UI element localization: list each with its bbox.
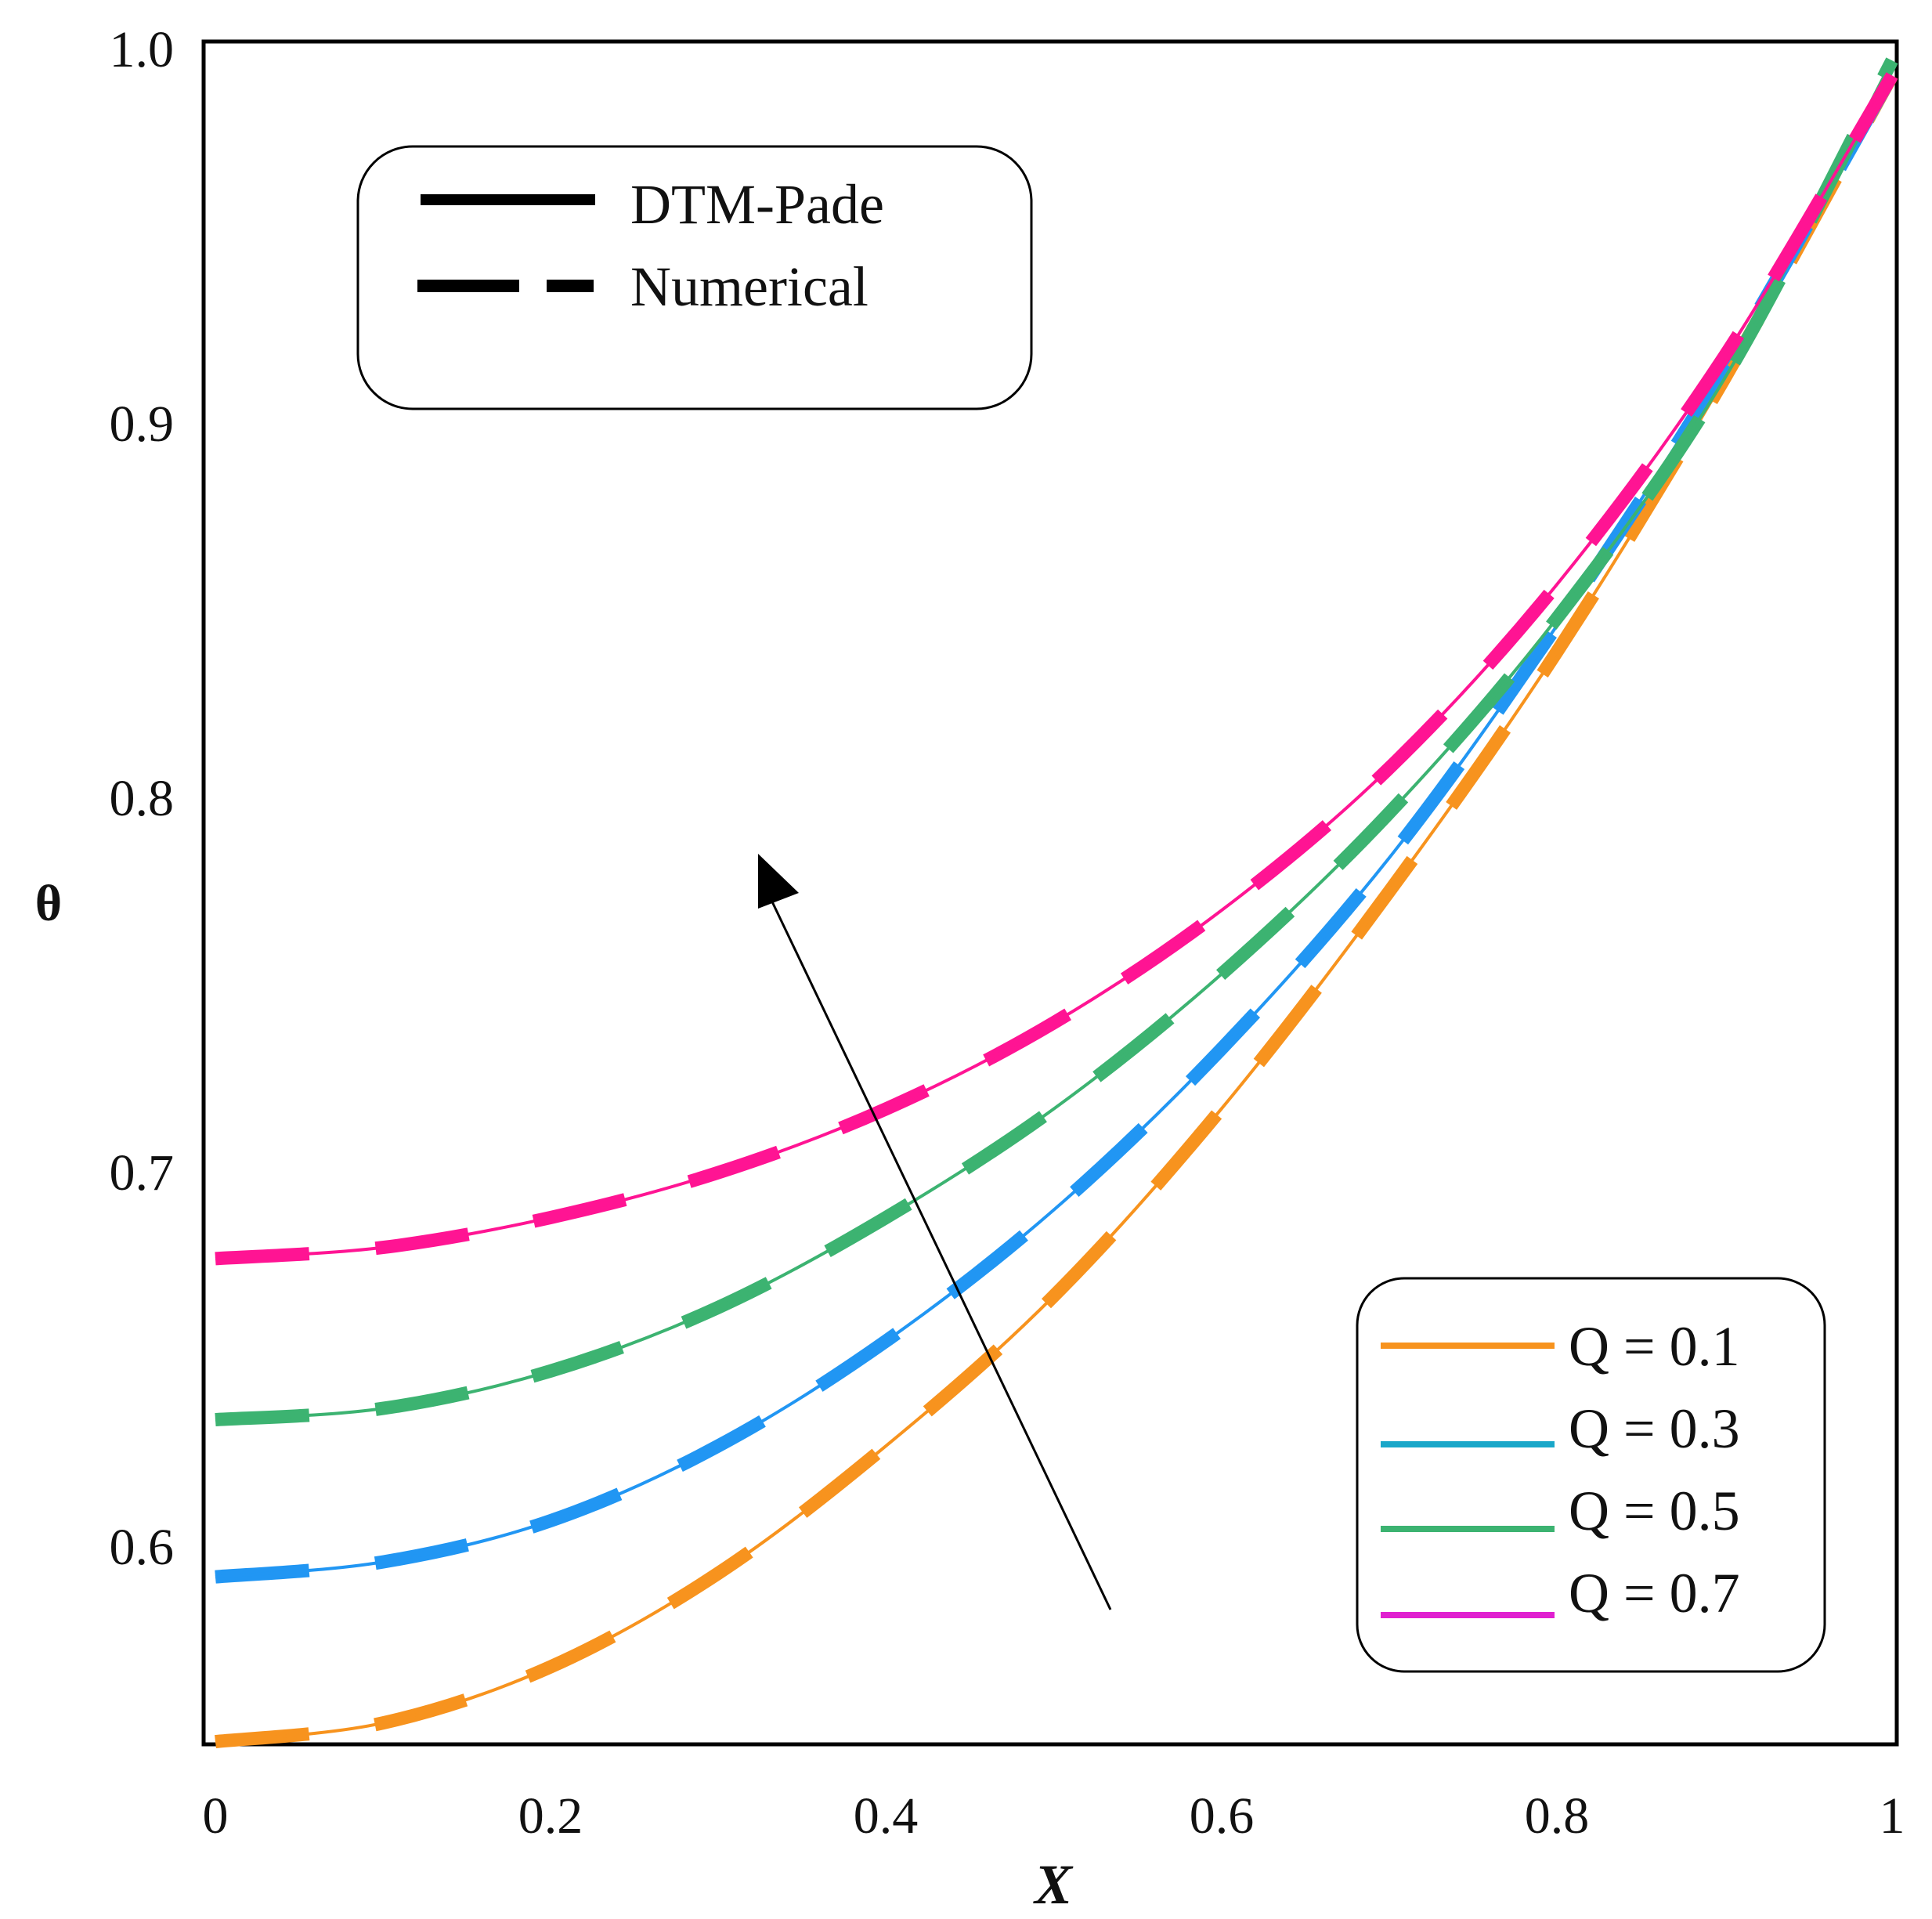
y-tick-label: 0.7	[110, 1144, 175, 1202]
y-axis-ticks: 0.6 0.7 0.8 0.9 1.0	[110, 21, 175, 1576]
method-legend: DTM-Pade Numerical	[356, 145, 1033, 410]
legend-label-q01: Q = 0.1	[1569, 1315, 1740, 1378]
legend-label-q07: Q = 0.7	[1569, 1562, 1740, 1624]
legend-label-q05: Q = 0.5	[1569, 1480, 1740, 1542]
arrow-head-icon	[758, 854, 799, 909]
y-tick-label: 0.6	[110, 1519, 175, 1576]
y-tick-label: 1.0	[110, 21, 175, 78]
x-tick-label: 0.4	[854, 1787, 919, 1845]
increasing-q-arrow	[768, 896, 1112, 1610]
x-axis-ticks: 0 0.2 0.4 0.6 0.8 1	[203, 1787, 1905, 1845]
x-axis-label: X	[1033, 1853, 1074, 1916]
x-tick-label: 0.2	[518, 1787, 583, 1845]
legend-method-dtm-pade: DTM-Pade	[630, 173, 884, 236]
curves-layer	[215, 57, 1898, 1749]
y-tick-label: 0.8	[110, 770, 175, 827]
plot-area	[201, 39, 1899, 1747]
y-axis-label: θ	[35, 875, 62, 932]
dtm-pade-solid-curve-4	[215, 74, 1894, 1260]
x-tick-label: 1	[1880, 1787, 1905, 1845]
y-tick-label: 0.9	[110, 396, 175, 453]
x-tick-label: 0.6	[1190, 1787, 1255, 1845]
x-tick-label: 0.8	[1525, 1787, 1590, 1845]
dtm-pade-solid-curve-3	[215, 60, 1894, 1422]
x-tick-label: 0	[203, 1787, 229, 1845]
method-legend-box	[356, 145, 1033, 410]
series-legend-box	[1356, 1277, 1826, 1673]
legend-method-numerical: Numerical	[630, 255, 868, 318]
series-legend: Q = 0.1 Q = 0.3 Q = 0.5 Q = 0.7	[1356, 1277, 1826, 1673]
legend-label-q03: Q = 0.3	[1569, 1397, 1740, 1460]
